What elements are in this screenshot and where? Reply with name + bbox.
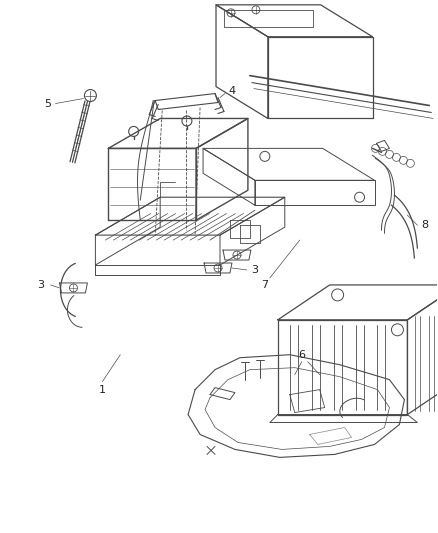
Text: 7: 7 xyxy=(261,280,268,290)
Text: 3: 3 xyxy=(251,265,258,275)
Text: 1: 1 xyxy=(99,385,106,394)
Text: 6: 6 xyxy=(298,350,305,360)
Text: 4: 4 xyxy=(228,86,236,95)
Text: 8: 8 xyxy=(421,220,428,230)
Text: 5: 5 xyxy=(44,99,51,109)
Text: 3: 3 xyxy=(37,280,44,290)
